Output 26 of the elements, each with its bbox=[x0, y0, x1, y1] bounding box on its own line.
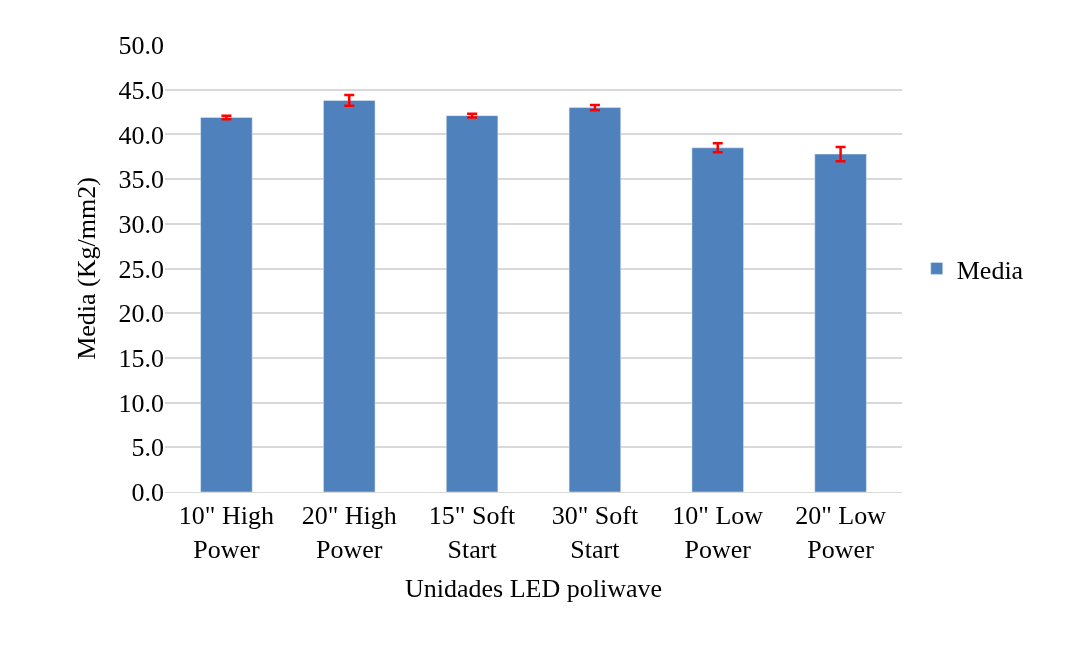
x-tick-label: 10" High Power bbox=[178, 501, 274, 564]
x-tick-label: 10" Low Power bbox=[672, 501, 764, 564]
bar bbox=[814, 153, 867, 492]
y-tick-label: 35.0 bbox=[118, 165, 164, 195]
bar bbox=[691, 147, 744, 492]
y-tick-label: 20.0 bbox=[118, 299, 164, 329]
legend-label: Media bbox=[956, 255, 1024, 285]
y-tick-label: 0.0 bbox=[131, 478, 164, 508]
bar bbox=[323, 100, 376, 492]
x-tick-label: 20" Low Power bbox=[795, 501, 887, 564]
x-tick-label: 20" High Power bbox=[301, 501, 397, 564]
y-tick-label: 30.0 bbox=[118, 209, 164, 239]
x-tick-label: 15" Soft Start bbox=[428, 501, 517, 564]
x-axis-title: Unidades LED poliwave bbox=[404, 573, 663, 603]
y-tick-label: 10.0 bbox=[118, 388, 164, 418]
y-tick-label: 25.0 bbox=[118, 254, 164, 284]
y-axis-title: Media (Kg/mm2) bbox=[71, 177, 101, 360]
bar bbox=[568, 107, 621, 492]
y-tick-label: 50.0 bbox=[118, 31, 164, 61]
y-tick-label: 5.0 bbox=[131, 433, 164, 463]
bar bbox=[446, 115, 499, 492]
bar bbox=[200, 117, 253, 492]
y-tick-label: 15.0 bbox=[118, 344, 164, 373]
x-tick-label: 30" Soft Start bbox=[551, 501, 639, 564]
y-tick-label: 45.0 bbox=[118, 75, 164, 105]
y-tick-label: 40.0 bbox=[118, 120, 164, 150]
